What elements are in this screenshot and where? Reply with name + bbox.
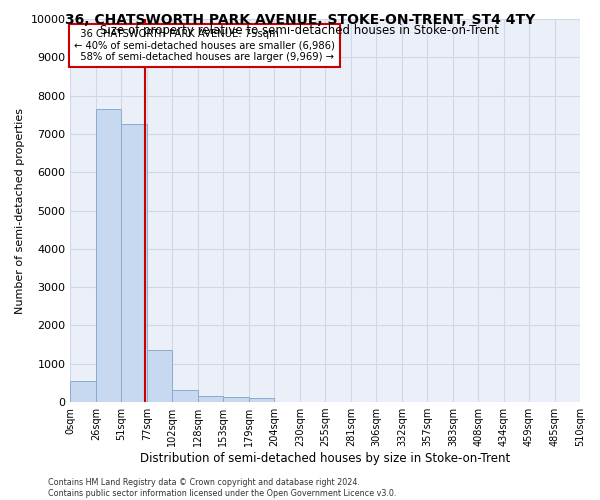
Text: Size of property relative to semi-detached houses in Stoke-on-Trent: Size of property relative to semi-detach… <box>101 24 499 37</box>
Bar <box>172 390 199 402</box>
Bar <box>121 124 148 402</box>
Y-axis label: Number of semi-detached properties: Number of semi-detached properties <box>15 108 25 314</box>
Bar <box>97 109 121 402</box>
Bar <box>70 381 97 402</box>
Text: 36, CHATSWORTH PARK AVENUE, STOKE-ON-TRENT, ST4 4TY: 36, CHATSWORTH PARK AVENUE, STOKE-ON-TRE… <box>65 12 535 26</box>
Bar <box>249 398 274 402</box>
Bar <box>148 350 172 402</box>
Bar <box>223 398 249 402</box>
X-axis label: Distribution of semi-detached houses by size in Stoke-on-Trent: Distribution of semi-detached houses by … <box>140 452 511 465</box>
Bar <box>199 396 223 402</box>
Text: Contains HM Land Registry data © Crown copyright and database right 2024.
Contai: Contains HM Land Registry data © Crown c… <box>48 478 397 498</box>
Text: 36 CHATSWORTH PARK AVENUE: 75sqm
← 40% of semi-detached houses are smaller (6,98: 36 CHATSWORTH PARK AVENUE: 75sqm ← 40% o… <box>74 28 335 62</box>
